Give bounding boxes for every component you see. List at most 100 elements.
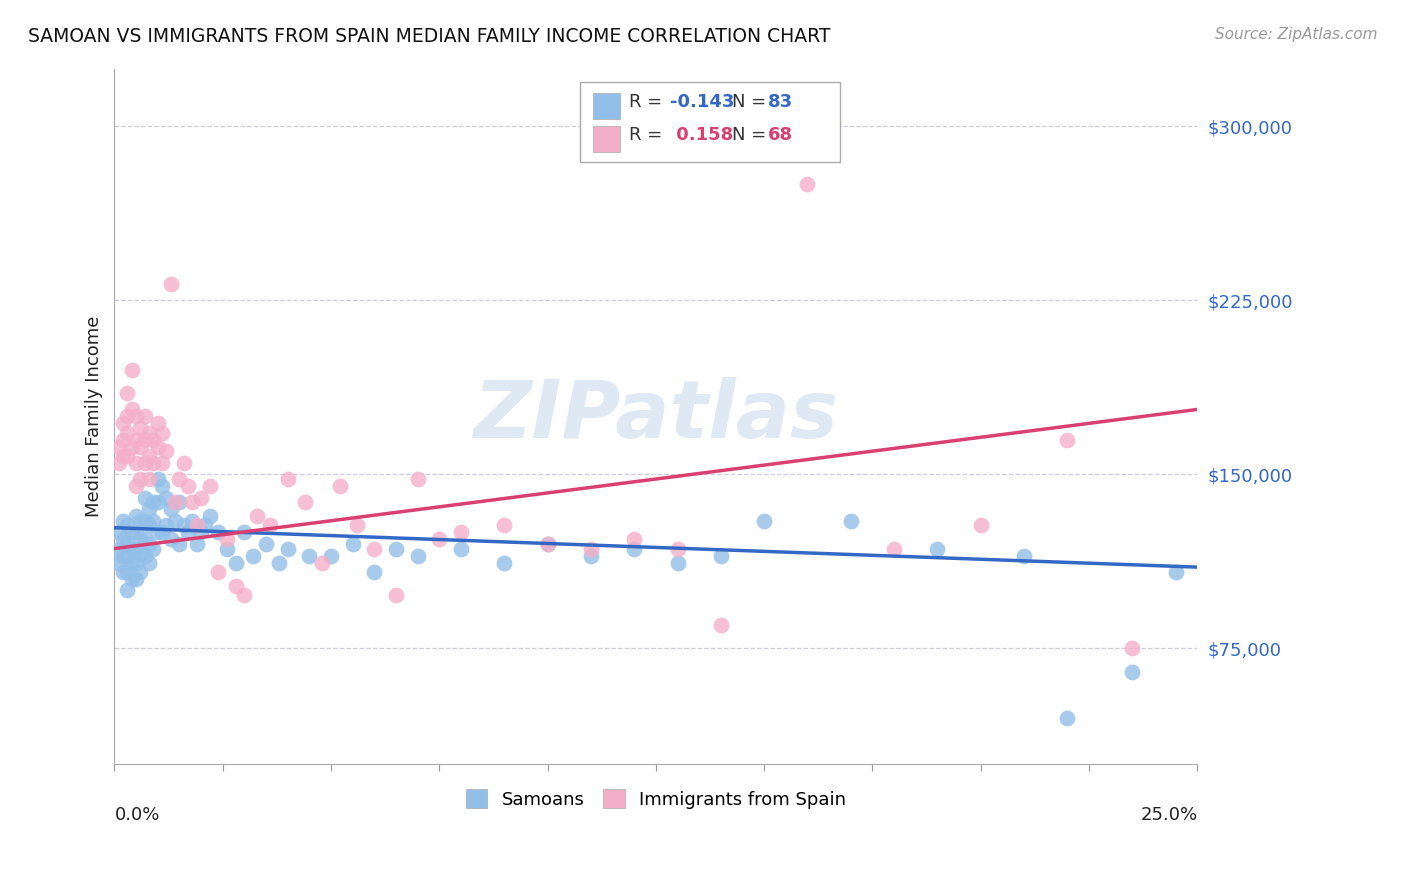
- FancyBboxPatch shape: [593, 93, 620, 120]
- Point: [117, 449, 139, 463]
- Point: [346, 518, 368, 533]
- Point: [134, 533, 156, 547]
- Point: [125, 509, 148, 524]
- Text: 83: 83: [768, 93, 793, 111]
- Point: [121, 363, 143, 377]
- Point: [129, 472, 152, 486]
- Point: [363, 541, 385, 556]
- Point: [450, 525, 472, 540]
- Point: [710, 618, 733, 632]
- Point: [796, 178, 818, 192]
- Point: [277, 541, 299, 556]
- Point: [215, 533, 238, 547]
- Point: [107, 525, 129, 540]
- Point: [623, 533, 645, 547]
- Point: [233, 525, 256, 540]
- Point: [450, 541, 472, 556]
- Point: [427, 533, 450, 547]
- Point: [254, 537, 277, 551]
- Point: [169, 495, 191, 509]
- Point: [579, 541, 602, 556]
- Point: [159, 277, 181, 292]
- Point: [121, 402, 143, 417]
- Point: [1056, 433, 1078, 447]
- FancyBboxPatch shape: [593, 126, 620, 152]
- Text: 25.0%: 25.0%: [1140, 806, 1198, 824]
- Point: [117, 583, 139, 598]
- Point: [146, 440, 169, 454]
- Point: [121, 440, 143, 454]
- Text: ZIPatlas: ZIPatlas: [474, 377, 838, 456]
- Point: [215, 541, 238, 556]
- Text: 0.0%: 0.0%: [114, 806, 160, 824]
- Point: [129, 546, 152, 560]
- Point: [385, 588, 408, 602]
- Point: [1121, 665, 1143, 679]
- Point: [117, 409, 139, 424]
- Point: [839, 514, 862, 528]
- Point: [1012, 549, 1035, 563]
- Legend: Samoans, Immigrants from Spain: Samoans, Immigrants from Spain: [457, 780, 855, 818]
- Point: [142, 514, 165, 528]
- Point: [150, 425, 173, 440]
- Point: [186, 537, 208, 551]
- Point: [155, 491, 177, 505]
- Point: [190, 525, 212, 540]
- Point: [129, 514, 152, 528]
- Point: [406, 472, 429, 486]
- Point: [112, 449, 135, 463]
- Point: [146, 417, 169, 431]
- Point: [311, 556, 333, 570]
- Point: [129, 533, 152, 547]
- Point: [666, 541, 689, 556]
- FancyBboxPatch shape: [581, 82, 839, 162]
- Point: [242, 549, 264, 563]
- Point: [112, 433, 135, 447]
- Point: [710, 549, 733, 563]
- Point: [259, 518, 281, 533]
- Point: [125, 525, 148, 540]
- Point: [294, 495, 316, 509]
- Point: [129, 440, 152, 454]
- Point: [129, 421, 152, 435]
- Point: [198, 479, 221, 493]
- Point: [125, 541, 148, 556]
- Text: N =: N =: [731, 126, 772, 144]
- Point: [225, 579, 247, 593]
- Point: [177, 479, 200, 493]
- Point: [173, 456, 195, 470]
- Point: [181, 495, 204, 509]
- Text: R =: R =: [628, 93, 668, 111]
- Point: [150, 479, 173, 493]
- Point: [112, 514, 135, 528]
- Text: -0.143: -0.143: [671, 93, 734, 111]
- Point: [121, 525, 143, 540]
- Point: [134, 491, 156, 505]
- Point: [169, 472, 191, 486]
- Point: [494, 518, 516, 533]
- Point: [207, 525, 229, 540]
- Point: [155, 444, 177, 458]
- Point: [121, 541, 143, 556]
- Point: [121, 572, 143, 586]
- Point: [142, 495, 165, 509]
- Point: [107, 541, 129, 556]
- Point: [623, 541, 645, 556]
- Point: [134, 456, 156, 470]
- Point: [138, 556, 160, 570]
- Point: [117, 425, 139, 440]
- Point: [927, 541, 949, 556]
- Point: [970, 518, 993, 533]
- Point: [536, 537, 558, 551]
- Point: [198, 509, 221, 524]
- Point: [194, 518, 217, 533]
- Point: [129, 565, 152, 579]
- Point: [155, 518, 177, 533]
- Point: [146, 472, 169, 486]
- Point: [142, 456, 165, 470]
- Point: [125, 556, 148, 570]
- Point: [146, 525, 169, 540]
- Point: [112, 565, 135, 579]
- Point: [169, 537, 191, 551]
- Point: [177, 525, 200, 540]
